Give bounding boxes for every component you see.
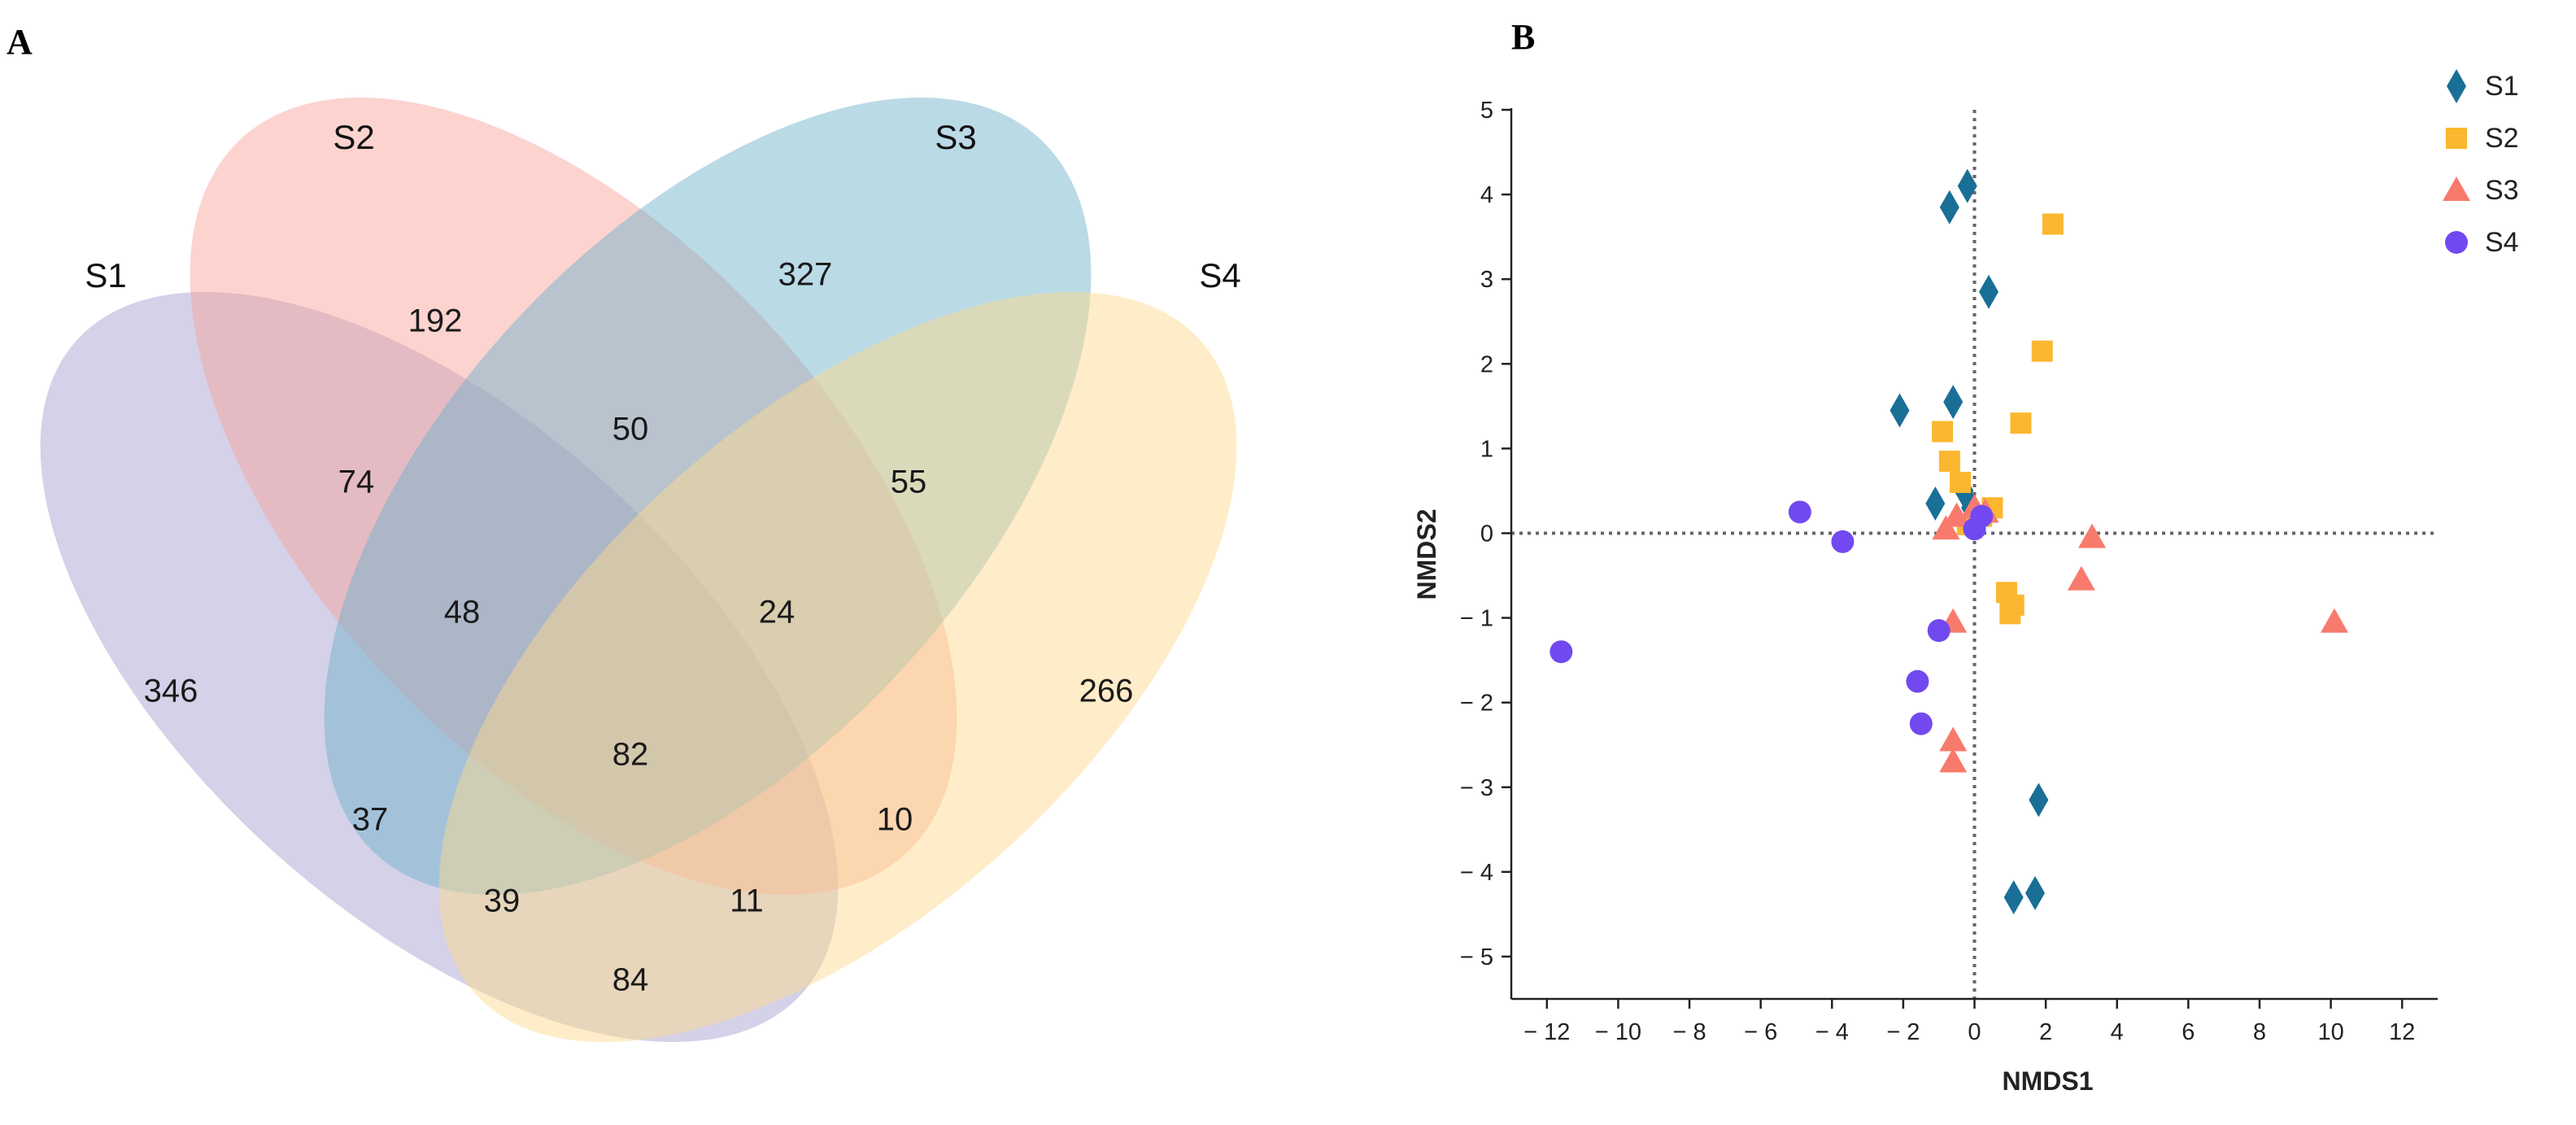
venn-set-label-s4: S4 bbox=[1199, 256, 1240, 294]
y-tick-label: − 4 bbox=[1460, 860, 1493, 886]
point-s4 bbox=[1906, 669, 1929, 693]
point-s1 bbox=[1939, 190, 1959, 225]
panel-label-a: A bbox=[7, 22, 33, 62]
venn-region-s1-s3: 37 bbox=[352, 802, 389, 838]
x-tick-label: 8 bbox=[2253, 1019, 2266, 1045]
y-tick-label: 2 bbox=[1480, 351, 1493, 377]
venn-set-label-s3: S3 bbox=[935, 118, 976, 156]
y-axis-title: NMDS2 bbox=[1412, 508, 1441, 600]
scatter-panel: B − 12− 10− 8− 6− 4− 2 0 2 4 6 8 10 12− 5− 4− 3… bbox=[1301, 0, 2576, 1125]
point-s2 bbox=[2042, 213, 2064, 235]
point-s2 bbox=[2031, 340, 2053, 362]
point-s4 bbox=[1927, 619, 1951, 643]
x-tick-label: − 6 bbox=[1744, 1019, 1777, 1045]
venn-set-label-s2: S2 bbox=[333, 118, 374, 156]
point-s4 bbox=[1550, 640, 1573, 664]
venn-set-s1 bbox=[40, 291, 839, 1043]
y-tick-label: − 1 bbox=[1460, 606, 1493, 632]
x-tick-label: − 12 bbox=[1523, 1019, 1570, 1045]
point-s2 bbox=[1949, 472, 1971, 494]
point-s1 bbox=[2003, 880, 2024, 915]
legend-item-s1: S1 bbox=[2447, 69, 2519, 103]
point-s1 bbox=[1957, 168, 1977, 203]
point-s1 bbox=[1979, 274, 1999, 309]
legend-marker-s3 bbox=[2443, 177, 2470, 201]
y-tick-label: − 2 bbox=[1460, 691, 1493, 717]
x-tick-label: 4 bbox=[2111, 1019, 2124, 1045]
venn-region-s2: 192 bbox=[408, 303, 463, 339]
venn-set-s3 bbox=[324, 97, 1092, 896]
y-tick-label: 4 bbox=[1480, 182, 1493, 208]
venn-region-s1-s2-s3: 48 bbox=[444, 595, 481, 630]
venn-region-s2-s3: 50 bbox=[612, 412, 649, 447]
y-tick-label: − 3 bbox=[1460, 775, 1493, 801]
point-s3 bbox=[2067, 565, 2095, 591]
point-s3 bbox=[2320, 608, 2348, 633]
point-s1 bbox=[2025, 875, 2045, 910]
point-s2 bbox=[1938, 450, 1960, 472]
legend-item-s2: S2 bbox=[2446, 123, 2519, 154]
venn-set-label-s1: S1 bbox=[85, 256, 126, 294]
venn-panel: A S1 S2 S3 S4 346 192 327 266 74 50 55 48 24 82 37 10 3… bbox=[7, 22, 1241, 1043]
point-s2 bbox=[2010, 412, 2032, 434]
point-s1 bbox=[1890, 393, 1910, 428]
x-tick-label: 10 bbox=[2317, 1019, 2343, 1045]
venn-region-s1: 346 bbox=[144, 674, 198, 709]
legend-label-s4: S4 bbox=[2485, 227, 2519, 258]
y-tick-label: 3 bbox=[1480, 267, 1493, 293]
venn-region-s3: 327 bbox=[778, 257, 833, 293]
point-s1 bbox=[1925, 486, 1946, 521]
legend-label-s2: S2 bbox=[2485, 123, 2519, 154]
venn-region-s1-s2-s3-s4: 82 bbox=[612, 737, 649, 773]
venn-region-s1-s4: 84 bbox=[612, 962, 649, 998]
point-s4 bbox=[1788, 500, 1811, 524]
point-s1 bbox=[1943, 385, 1964, 420]
x-tick-label: − 10 bbox=[1595, 1019, 1641, 1045]
x-axis-title: NMDS1 bbox=[2002, 1066, 2093, 1096]
point-s3 bbox=[1942, 502, 1971, 527]
x-tick-label: − 2 bbox=[1886, 1019, 1920, 1045]
venn-set-s2 bbox=[190, 97, 957, 896]
venn-set-s4 bbox=[438, 291, 1237, 1043]
legend-label-s1: S1 bbox=[2485, 71, 2519, 102]
point-s4 bbox=[1909, 712, 1933, 735]
nmds-scatter-plot: B − 12− 10− 8− 6− 4− 2 0 2 4 6 8 10 12− 5− 4− 3… bbox=[1412, 17, 2519, 1096]
x-tick-label: 2 bbox=[2039, 1019, 2052, 1045]
y-tick-label: 0 bbox=[1480, 521, 1493, 547]
x-tick-label: 6 bbox=[2182, 1019, 2195, 1045]
venn-region-s3-s4: 55 bbox=[891, 464, 927, 500]
x-tick-label: − 8 bbox=[1672, 1019, 1706, 1045]
point-s3 bbox=[1939, 726, 1968, 752]
venn-region-s1-s3-s4: 39 bbox=[484, 883, 521, 919]
point-s2 bbox=[1999, 603, 2021, 625]
x-tick-label: 12 bbox=[2389, 1019, 2415, 1045]
venn-region-s2-s4: 10 bbox=[877, 802, 913, 838]
venn-region-s2-s3-s4: 24 bbox=[759, 595, 795, 630]
legend-item-s3: S3 bbox=[2443, 175, 2519, 206]
legend-label-s3: S3 bbox=[2485, 175, 2519, 206]
y-tick-label: − 5 bbox=[1460, 944, 1493, 970]
legend-marker-s4 bbox=[2445, 231, 2468, 254]
venn-diagram: A S1 S2 S3 S4 346 192 327 266 74 50 55 48 24 82 37 10 3… bbox=[7, 22, 1241, 1043]
x-tick-label: − 4 bbox=[1815, 1019, 1849, 1045]
venn-region-s4: 266 bbox=[1079, 674, 1134, 709]
x-tick-label: 0 bbox=[1968, 1019, 1981, 1045]
point-s2 bbox=[1932, 421, 1954, 443]
point-s3 bbox=[1939, 748, 1968, 773]
legend-marker-s2 bbox=[2446, 128, 2467, 149]
y-tick-label: 1 bbox=[1480, 436, 1493, 462]
point-s4 bbox=[1970, 504, 1994, 528]
y-tick-label: 5 bbox=[1480, 98, 1493, 124]
point-s3 bbox=[1932, 515, 1960, 540]
point-s3 bbox=[2078, 523, 2107, 548]
legend-item-s4: S4 bbox=[2445, 227, 2519, 258]
venn-region-s1-s2-s4: 11 bbox=[730, 883, 764, 919]
panel-label-b: B bbox=[1511, 17, 1535, 57]
point-s1 bbox=[2029, 783, 2049, 818]
venn-region-s1-s2: 74 bbox=[338, 464, 375, 500]
legend-marker-s1 bbox=[2447, 69, 2466, 103]
point-s4 bbox=[1831, 530, 1855, 553]
